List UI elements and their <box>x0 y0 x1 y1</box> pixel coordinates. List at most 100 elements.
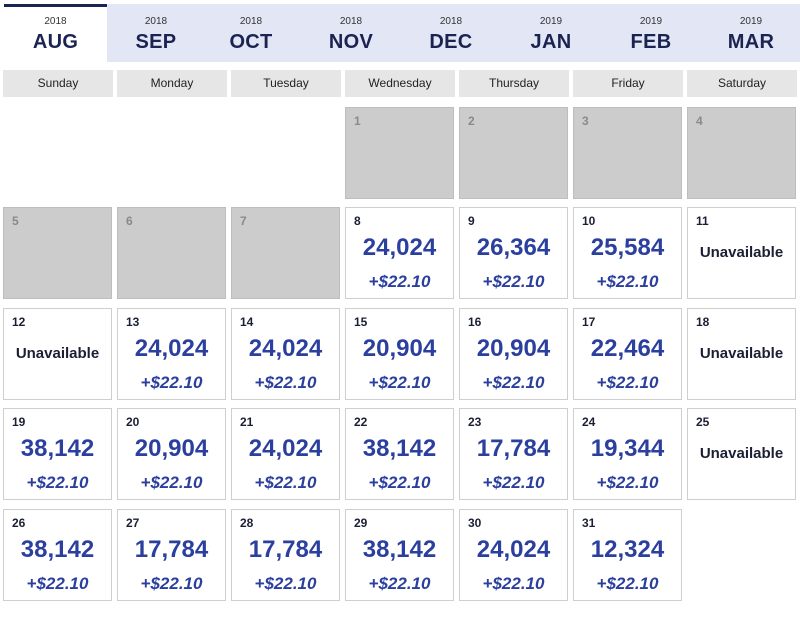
day-number: 23 <box>468 415 482 429</box>
day-cell-14[interactable]: 14 24,024 +$22.10 <box>231 308 340 400</box>
tab-month-mar[interactable]: 2019 MAR <box>702 4 800 62</box>
day-cell-10[interactable]: 10 25,584 +$22.10 <box>573 207 682 299</box>
day-number: 26 <box>12 516 26 530</box>
tab-year: 2018 <box>439 16 463 27</box>
day-cell-5: 5 <box>3 207 112 299</box>
tab-month-aug[interactable]: 2018 AUG <box>4 4 107 62</box>
tab-month-dec[interactable]: 2018 DEC <box>402 4 500 62</box>
day-cell-16[interactable]: 16 20,904 +$22.10 <box>459 308 568 400</box>
day-cell-29[interactable]: 29 38,142 +$22.10 <box>345 509 454 601</box>
taxes-fee: +$22.10 <box>254 473 317 492</box>
day-number: 14 <box>240 315 254 329</box>
day-number: 7 <box>240 214 247 228</box>
day-cell-26[interactable]: 26 38,142 +$22.10 <box>3 509 112 601</box>
day-number: 21 <box>240 415 254 429</box>
day-cell-12: 12 Unavailable <box>3 308 112 400</box>
taxes-fee: +$22.10 <box>140 373 203 392</box>
points-price: 24,024 <box>362 234 437 261</box>
tab-month-label: MAR <box>727 31 775 53</box>
taxes-fee: +$22.10 <box>482 574 545 593</box>
day-cell-18: 18 Unavailable <box>687 308 796 400</box>
day-cell-17[interactable]: 17 22,464 +$22.10 <box>573 308 682 400</box>
points-price: 22,464 <box>590 335 665 362</box>
day-number: 15 <box>354 315 368 329</box>
day-number: 24 <box>582 415 596 429</box>
points-price: 20,904 <box>362 335 437 362</box>
points-price: 17,784 <box>248 536 323 563</box>
month-tabs: 2018 AUG 2018 SEP 2018 OCT 2018 NOV 2018 DEC 2019 J… <box>0 0 800 64</box>
day-number: 22 <box>354 415 368 429</box>
taxes-fee: +$22.10 <box>596 473 659 492</box>
day-cell-22[interactable]: 22 38,142 +$22.10 <box>345 408 454 500</box>
taxes-fee: +$22.10 <box>368 574 431 593</box>
taxes-fee: +$22.10 <box>368 473 431 492</box>
tab-month-label: FEB <box>630 31 672 53</box>
weekday-monday: Monday <box>117 70 227 97</box>
weekday-saturday: Saturday <box>687 70 797 97</box>
tab-month-oct[interactable]: 2018 OCT <box>202 4 300 62</box>
taxes-fee: +$22.10 <box>368 373 431 392</box>
day-number: 12 <box>12 315 26 329</box>
taxes-fee: +$22.10 <box>140 574 203 593</box>
day-cell-27[interactable]: 27 17,784 +$22.10 <box>117 509 226 601</box>
day-number: 4 <box>696 114 703 128</box>
taxes-fee: +$22.10 <box>482 473 545 492</box>
points-price: 19,344 <box>590 435 665 462</box>
day-cell-31[interactable]: 31 12,324 +$22.10 <box>573 509 682 601</box>
taxes-fee: +$22.10 <box>482 272 545 291</box>
tab-month-label: AUG <box>32 31 79 53</box>
day-cell-2: 2 <box>459 107 568 199</box>
points-price: 17,784 <box>476 435 551 462</box>
day-cell-6: 6 <box>117 207 226 299</box>
tab-month-label: JAN <box>530 31 572 53</box>
month-tabs-background <box>107 4 800 62</box>
tab-year: 2019 <box>639 16 663 27</box>
points-price: 20,904 <box>476 335 551 362</box>
day-cell-4: 4 <box>687 107 796 199</box>
day-number: 28 <box>240 516 254 530</box>
weekday-thursday: Thursday <box>459 70 569 97</box>
day-cell-9[interactable]: 9 26,364 +$22.10 <box>459 207 568 299</box>
day-number: 2 <box>468 114 475 128</box>
points-price: 17,784 <box>134 536 209 563</box>
day-number: 18 <box>696 315 710 329</box>
day-cell-28[interactable]: 28 17,784 +$22.10 <box>231 509 340 601</box>
day-cell-30[interactable]: 30 24,024 +$22.10 <box>459 509 568 601</box>
day-number: 9 <box>468 214 475 228</box>
day-cell-23[interactable]: 23 17,784 +$22.10 <box>459 408 568 500</box>
day-cell-1: 1 <box>345 107 454 199</box>
day-number: 16 <box>468 315 482 329</box>
tab-month-feb[interactable]: 2019 FEB <box>602 4 700 62</box>
day-cell-21[interactable]: 21 24,024 +$22.10 <box>231 408 340 500</box>
day-number: 17 <box>582 315 596 329</box>
day-number: 5 <box>12 214 19 228</box>
points-price: 38,142 <box>362 536 437 563</box>
day-cell-24[interactable]: 24 19,344 +$22.10 <box>573 408 682 500</box>
unavailable-label: Unavailable <box>15 345 100 362</box>
day-cell-13[interactable]: 13 24,024 +$22.10 <box>117 308 226 400</box>
day-number: 13 <box>126 315 140 329</box>
weekday-wednesday: Wednesday <box>345 70 455 97</box>
taxes-fee: +$22.10 <box>482 373 545 392</box>
day-number: 10 <box>582 214 596 228</box>
points-price: 26,364 <box>476 234 551 261</box>
day-number: 11 <box>696 214 709 228</box>
day-cell-3: 3 <box>573 107 682 199</box>
points-price: 24,024 <box>248 335 323 362</box>
tab-month-sep[interactable]: 2018 SEP <box>107 4 205 62</box>
day-cell-19[interactable]: 19 38,142 +$22.10 <box>3 408 112 500</box>
tab-year: 2019 <box>739 16 763 27</box>
taxes-fee: +$22.10 <box>596 272 659 291</box>
day-cell-8[interactable]: 8 24,024 +$22.10 <box>345 207 454 299</box>
day-number: 3 <box>582 114 589 128</box>
weekday-tuesday: Tuesday <box>231 70 341 97</box>
day-cell-7: 7 <box>231 207 340 299</box>
tab-month-nov[interactable]: 2018 NOV <box>302 4 400 62</box>
taxes-fee: +$22.10 <box>596 574 659 593</box>
day-cell-20[interactable]: 20 20,904 +$22.10 <box>117 408 226 500</box>
day-cell-15[interactable]: 15 20,904 +$22.10 <box>345 308 454 400</box>
taxes-fee: +$22.10 <box>254 574 317 593</box>
taxes-fee: +$22.10 <box>596 373 659 392</box>
tab-month-jan[interactable]: 2019 JAN <box>502 4 600 62</box>
tab-month-label: OCT <box>229 31 273 53</box>
